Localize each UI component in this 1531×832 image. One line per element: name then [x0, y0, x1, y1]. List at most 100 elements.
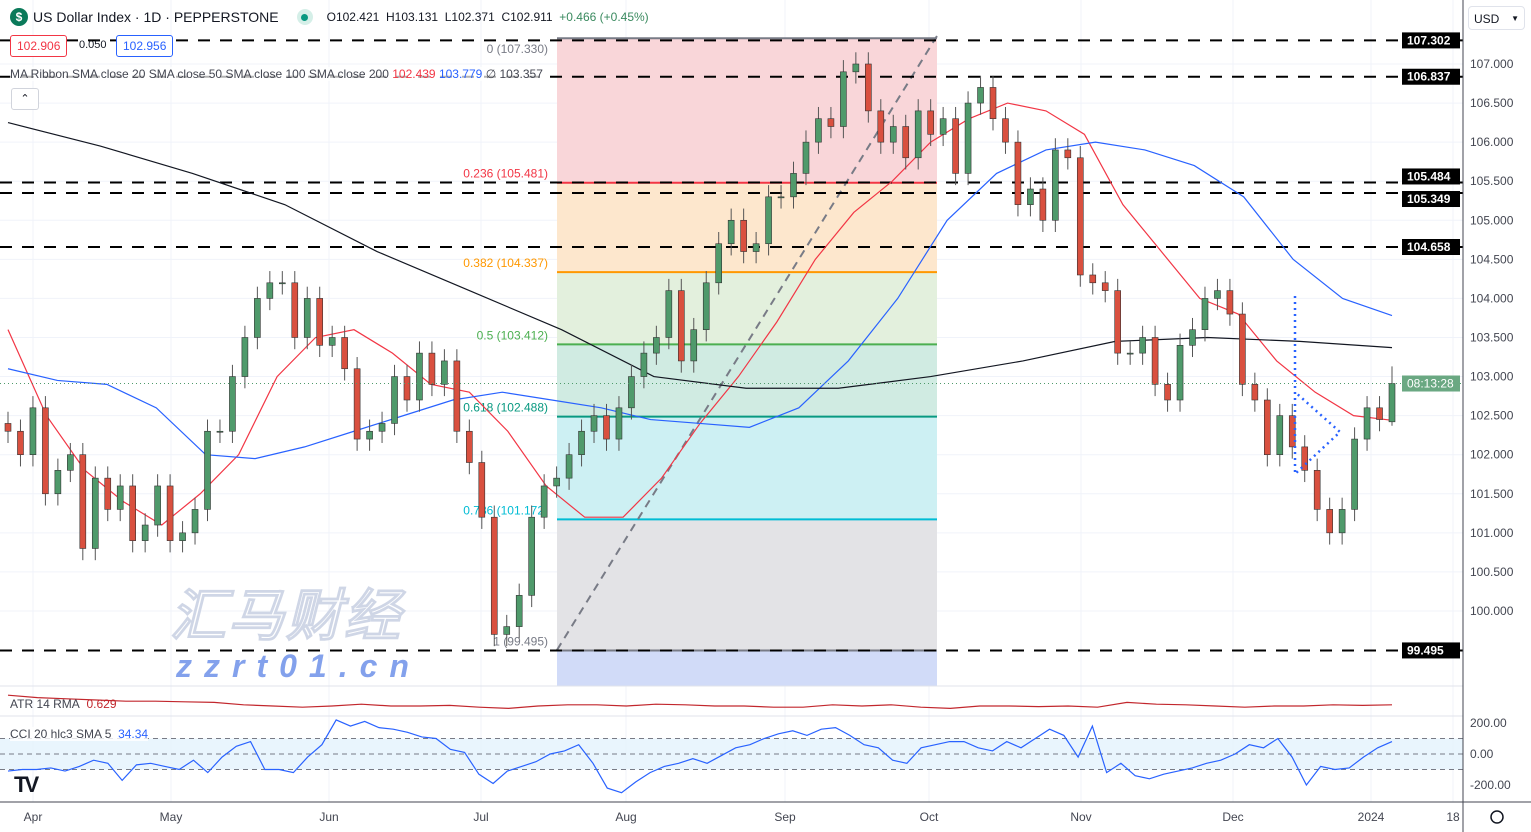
candle-up — [1351, 438, 1358, 510]
price-tick-label: 101.000 — [1470, 526, 1514, 540]
candle-up — [378, 423, 386, 432]
candle-down — [927, 110, 934, 135]
level-price-label: 99.495 — [1407, 643, 1444, 657]
candle-up — [690, 329, 698, 362]
level-price-label: 105.349 — [1407, 192, 1451, 206]
buy-price-button[interactable]: 102.956 — [116, 35, 174, 57]
candles — [0, 52, 1463, 647]
level-price-label-bg — [1402, 32, 1460, 49]
ma-line-50 — [7, 141, 1393, 460]
fib-zone — [557, 416, 937, 520]
candle-up — [1338, 509, 1346, 534]
collapse-legend-button[interactable]: ⌃ — [11, 88, 39, 110]
level-price-label-bg — [1402, 68, 1460, 85]
candle-up — [914, 110, 922, 159]
candle-up — [640, 352, 648, 377]
candle-up — [216, 430, 224, 433]
level-price-label-bg — [1402, 642, 1460, 659]
time-axis: Apr May Jun Jul Aug Sep Oct Nov Dec 2024 18 — [24, 810, 1504, 824]
candle-down — [827, 118, 835, 127]
candle-up — [179, 532, 186, 541]
watermark-logo: 汇马财经 — [170, 584, 402, 647]
candle-up — [266, 282, 274, 299]
time-tick-label: Aug — [615, 810, 636, 824]
price-tick-label: 102.000 — [1470, 448, 1514, 462]
candle-up — [727, 219, 735, 245]
symbol-title[interactable]: US Dollar Index · 1D · PEPPERSTONE — [33, 9, 279, 25]
candle-up — [91, 477, 99, 549]
candle-down — [17, 430, 24, 455]
settings-gear-icon[interactable] — [1490, 810, 1504, 824]
candle-down — [316, 298, 324, 346]
candle-down — [79, 454, 87, 549]
candle-up — [141, 524, 149, 541]
candle-up — [790, 173, 797, 198]
candle-up — [503, 626, 511, 635]
time-tick-label: Dec — [1222, 810, 1243, 824]
price-tick-label: 102.500 — [1470, 409, 1514, 423]
candle-down — [1239, 313, 1246, 385]
level-price-label-bg — [1402, 191, 1460, 208]
candle-down — [1376, 407, 1383, 420]
fib-label: 1 (99.495) — [493, 634, 548, 648]
level-price-label-bg — [1402, 168, 1460, 185]
time-tick-label: May — [160, 810, 183, 824]
fib-label: 0.5 (103.412) — [477, 328, 548, 342]
candle-up — [391, 376, 398, 424]
price-tick-label: 103.000 — [1470, 370, 1514, 384]
candle-up — [702, 282, 710, 330]
candle-up — [977, 87, 984, 104]
sell-price-button[interactable]: 102.906 — [10, 35, 68, 57]
candle-up — [653, 337, 660, 354]
cci-tick-label: 200.00 — [1470, 716, 1507, 730]
candle-down — [603, 415, 610, 440]
watermark-url: zzrt01.cn — [176, 648, 421, 684]
candle-up — [204, 430, 211, 510]
fib-zone — [557, 344, 937, 417]
candle-down — [740, 219, 747, 252]
fib-label: 0.236 (105.481) — [463, 167, 548, 181]
candle-down — [341, 337, 348, 370]
candle-down — [1089, 274, 1097, 284]
candle-down — [428, 352, 436, 385]
fib-zone — [557, 182, 937, 273]
candle-up — [229, 376, 236, 432]
candle-down — [877, 110, 885, 143]
candle-down — [1164, 384, 1171, 401]
candle-down — [478, 462, 486, 518]
candle-down — [1039, 188, 1047, 221]
dollar-icon: $ — [10, 8, 28, 26]
candle-down — [902, 126, 910, 159]
price-axis-bg — [1463, 0, 1531, 832]
candle-up — [964, 102, 972, 174]
candle-down — [166, 485, 174, 541]
candle-up — [1052, 149, 1059, 221]
candle-up — [154, 485, 161, 526]
fibonacci-retracement: 0 (107.330) 0.236 (105.481) 0.382 (104.337… — [463, 35, 938, 686]
candle-up — [441, 360, 448, 385]
atr-legend[interactable]: ATR 14 RMA 0.629 — [10, 697, 117, 711]
spread-value: 0.050 — [79, 39, 107, 51]
fib-label: 0.786 (101.172) — [463, 503, 548, 517]
candle-up — [802, 141, 810, 174]
level-price-label: 107.302 — [1407, 33, 1451, 47]
candle-down — [129, 485, 136, 541]
chart-header: $ US Dollar Index · 1D · PEPPERSTONE O10… — [10, 8, 649, 26]
fib-zone — [557, 519, 937, 651]
ma-ribbon-legend[interactable]: MA Ribbon SMA close 20 SMA close 50 SMA … — [10, 67, 543, 81]
ohlc-values: O102.421 H103.131 L102.371 C102.911 +0.4… — [326, 10, 649, 24]
currency-select[interactable]: USD ▼ — [1468, 6, 1525, 30]
candle-down — [490, 516, 498, 635]
candle-up — [116, 485, 124, 510]
cci-legend[interactable]: CCI 20 hlc3 SMA 5 34.34 — [10, 727, 149, 741]
candle-up — [615, 407, 623, 440]
fib-label: 0.382 (104.337) — [463, 256, 548, 270]
candle-up — [578, 430, 585, 455]
candle-up — [328, 337, 336, 346]
candle-down — [1301, 446, 1309, 471]
fib-zone — [557, 272, 937, 345]
candle-up — [303, 298, 311, 338]
candle-down — [1014, 141, 1022, 205]
